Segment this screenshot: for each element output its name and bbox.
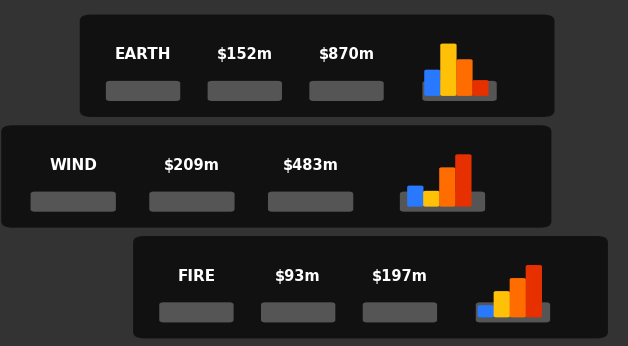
FancyBboxPatch shape xyxy=(1,125,551,228)
FancyBboxPatch shape xyxy=(425,70,441,96)
FancyBboxPatch shape xyxy=(208,81,282,101)
Text: FIRE: FIRE xyxy=(177,269,215,284)
FancyBboxPatch shape xyxy=(457,59,473,96)
FancyBboxPatch shape xyxy=(310,81,384,101)
FancyBboxPatch shape xyxy=(455,154,472,207)
Text: $93m: $93m xyxy=(275,269,321,284)
Text: $209m: $209m xyxy=(164,158,220,173)
FancyBboxPatch shape xyxy=(133,236,608,338)
FancyBboxPatch shape xyxy=(31,192,116,212)
FancyBboxPatch shape xyxy=(160,302,234,322)
FancyBboxPatch shape xyxy=(363,302,437,322)
Text: WIND: WIND xyxy=(49,158,97,173)
FancyBboxPatch shape xyxy=(510,278,526,317)
FancyBboxPatch shape xyxy=(526,265,542,317)
FancyBboxPatch shape xyxy=(423,81,497,101)
FancyBboxPatch shape xyxy=(423,191,440,207)
Text: EARTH: EARTH xyxy=(115,47,171,62)
FancyBboxPatch shape xyxy=(400,192,485,212)
FancyBboxPatch shape xyxy=(149,192,235,212)
FancyBboxPatch shape xyxy=(472,80,489,96)
FancyBboxPatch shape xyxy=(440,44,457,96)
FancyBboxPatch shape xyxy=(476,302,550,322)
Text: $483m: $483m xyxy=(283,158,338,173)
FancyBboxPatch shape xyxy=(268,192,353,212)
Text: $197m: $197m xyxy=(372,269,428,284)
Text: $152m: $152m xyxy=(217,47,273,62)
FancyBboxPatch shape xyxy=(106,81,180,101)
FancyBboxPatch shape xyxy=(494,291,510,317)
FancyBboxPatch shape xyxy=(80,15,555,117)
FancyBboxPatch shape xyxy=(407,185,423,207)
FancyBboxPatch shape xyxy=(478,305,494,317)
FancyBboxPatch shape xyxy=(261,302,335,322)
FancyBboxPatch shape xyxy=(439,167,455,207)
Text: $870m: $870m xyxy=(318,47,374,62)
